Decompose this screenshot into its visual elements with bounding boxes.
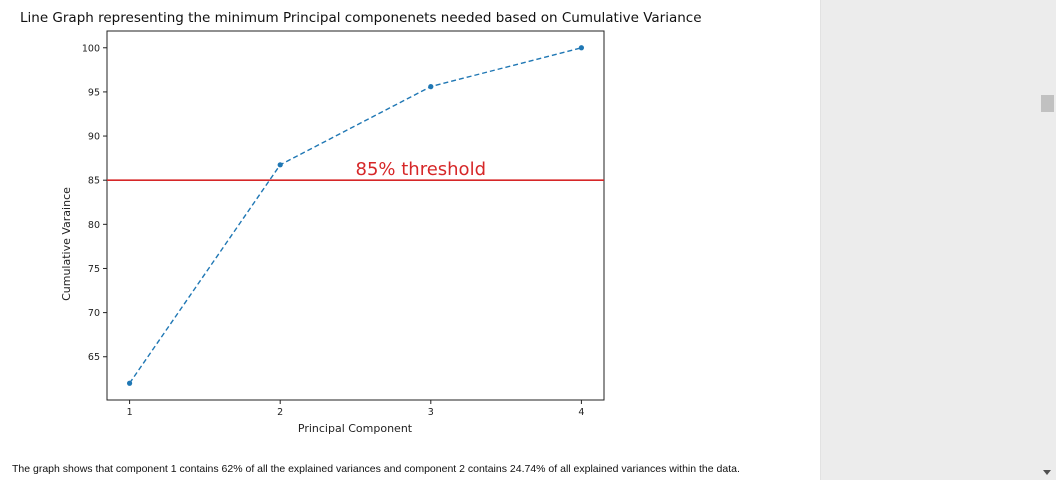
y-tick-label: 70 [88,308,100,319]
data-point [428,84,434,90]
line-chart: 65 70 75 80 85 90 95 100 1 2 3 4 85% threshold Princ… [60,30,605,435]
data-point [277,162,283,168]
x-tick-label: 2 [277,407,283,418]
series-line [129,47,582,384]
axes-frame [106,30,605,401]
x-tick-label: 1 [127,407,133,418]
y-tick-label: 100 [82,43,100,54]
data-point [126,380,133,386]
scrollbar-thumb[interactable] [1041,95,1054,112]
y-tick-label: 65 [88,352,100,363]
y-tick-label: 85 [88,176,100,187]
y-tick-label: 95 [88,87,100,98]
plot-area: 65 70 75 80 85 90 95 100 1 2 3 4 85% threshold [82,30,605,418]
scroll-down-arrow-icon[interactable] [1043,470,1051,475]
x-axis-label: Principal Component [298,422,413,435]
y-tick-label: 80 [88,220,100,231]
y-axis-label: Cumulative Varaince [60,187,73,301]
side-panel [820,0,1056,480]
chart-caption: The graph shows that component 1 contain… [12,463,740,475]
threshold-label: 85% threshold [356,159,487,180]
output-cell: Line Graph representing the minimum Prin… [12,10,740,475]
data-point [578,45,585,51]
chart-title: Line Graph representing the minimum Prin… [20,10,702,26]
x-tick-label: 3 [428,407,434,418]
y-tick-label: 90 [88,132,100,143]
x-tick-label: 4 [578,407,584,418]
y-tick-label: 75 [88,264,100,275]
